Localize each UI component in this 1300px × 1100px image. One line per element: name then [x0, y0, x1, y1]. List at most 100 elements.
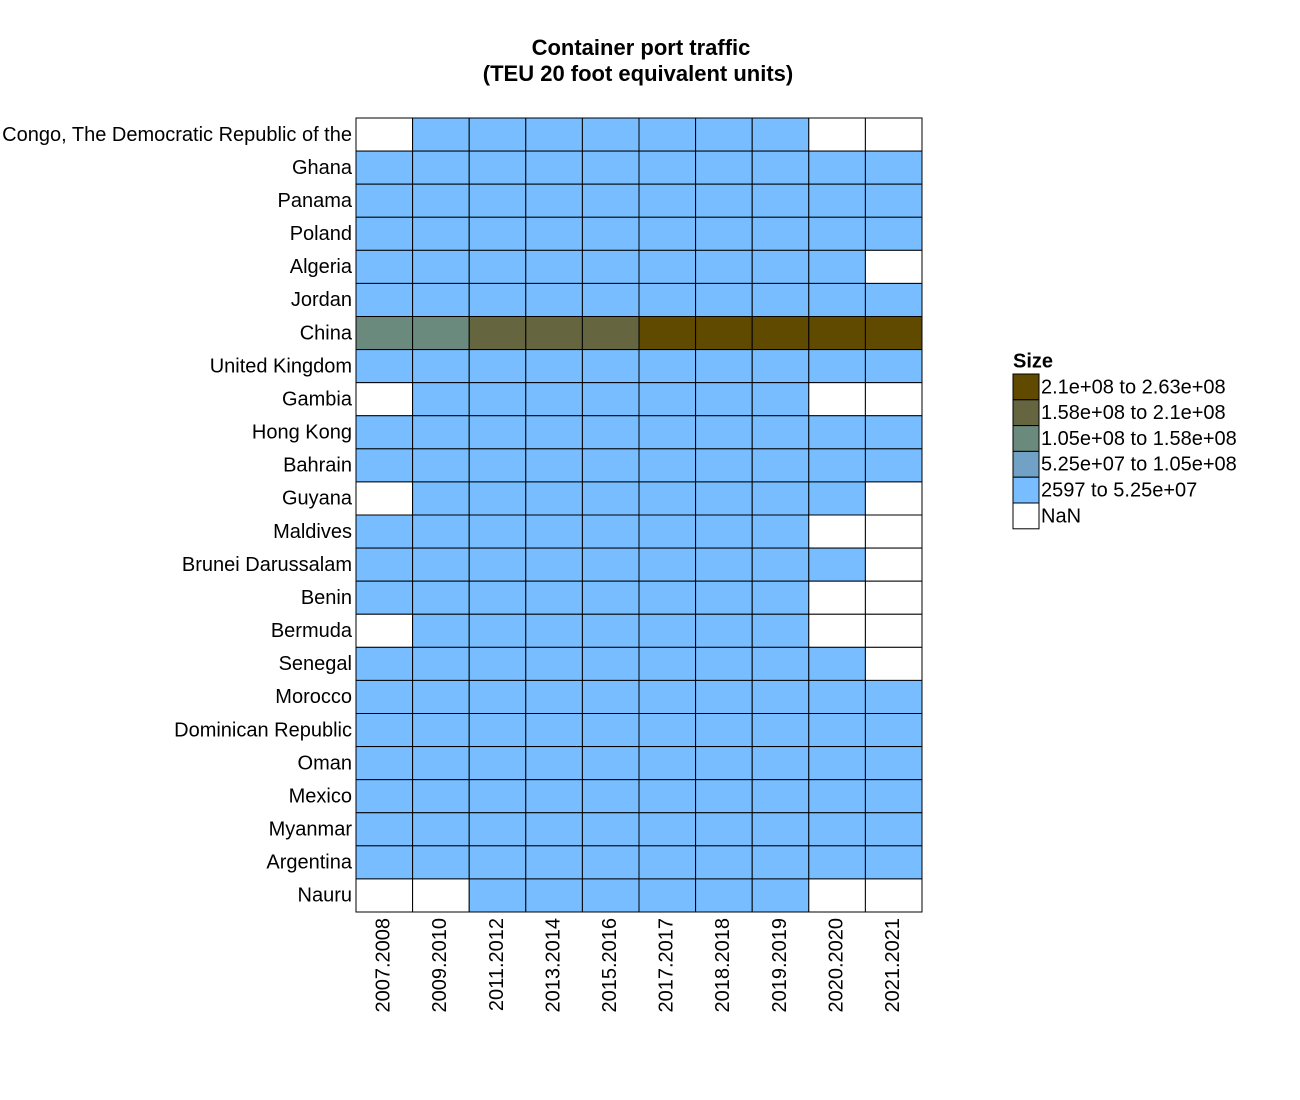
- heatmap-cell: [468, 878, 527, 913]
- heatmap-cell: [751, 150, 810, 185]
- heatmap-cell: [581, 547, 640, 582]
- heatmap-cell: [581, 282, 640, 317]
- y-tick-label: Brunei Darussalam: [182, 554, 352, 576]
- heatmap-cell: [638, 713, 697, 748]
- heatmap-cell: [468, 713, 527, 748]
- heatmap-cell: [808, 216, 866, 251]
- heatmap-cell: [638, 216, 697, 251]
- x-tick-label: 2013.2014: [542, 918, 564, 1013]
- heatmap-cell: [751, 316, 810, 351]
- heatmap-cell: [581, 613, 640, 648]
- heatmap-cell: [864, 249, 923, 284]
- heatmap-cell: [808, 448, 866, 483]
- heatmap-cell: [638, 282, 697, 317]
- heatmap-cell: [412, 580, 470, 615]
- heatmap-cell: [525, 646, 583, 681]
- heatmap-cell: [864, 382, 923, 417]
- heatmap-cell: [525, 117, 583, 152]
- heatmap-cell: [525, 216, 583, 251]
- heatmap-cell: [695, 415, 753, 450]
- heatmap-cell: [412, 514, 470, 549]
- heatmap-cell: [525, 481, 583, 516]
- heatmap-cell: [525, 415, 583, 450]
- heatmap-cell: [525, 547, 583, 582]
- heatmap-cell: [751, 746, 810, 781]
- heatmap-cell: [638, 878, 697, 913]
- heatmap-cell: [751, 514, 810, 549]
- heatmap-cell: [751, 845, 810, 880]
- heatmap-cell: [355, 481, 414, 516]
- heatmap-cell: [695, 812, 753, 847]
- heatmap-cell: [638, 249, 697, 284]
- heatmap-cell: [864, 845, 923, 880]
- heatmap-cell: [695, 878, 753, 913]
- heatmap-cell: [525, 282, 583, 317]
- y-tick-label: Maldives: [273, 521, 352, 543]
- heatmap-cell: [864, 117, 923, 152]
- legend-swatch: [1012, 450, 1040, 478]
- heatmap-cell: [864, 316, 923, 351]
- heatmap-cell: [638, 613, 697, 648]
- heatmap-cell: [638, 415, 697, 450]
- y-tick-label: Senegal: [279, 653, 352, 675]
- legend-label: 5.25e+07 to 1.05e+08: [1041, 454, 1237, 476]
- y-tick-label: Benin: [301, 587, 352, 609]
- heatmap-cell: [412, 448, 470, 483]
- heatmap-cell: [525, 779, 583, 814]
- heatmap-cell: [864, 746, 923, 781]
- heatmap-cell: [638, 812, 697, 847]
- y-tick-label: Dominican Republic: [174, 719, 352, 741]
- heatmap-cell: [638, 117, 697, 152]
- heatmap-cell: [581, 679, 640, 715]
- heatmap-cell: [638, 646, 697, 681]
- heatmap-cell: [751, 646, 810, 681]
- heatmap-cell: [525, 845, 583, 880]
- heatmap-cell: [468, 282, 527, 317]
- heatmap-cell: [468, 349, 527, 384]
- heatmap-cell: [638, 183, 697, 218]
- heatmap-cell: [751, 415, 810, 450]
- heatmap-cell: [468, 415, 527, 450]
- heatmap-cell: [355, 812, 414, 847]
- heatmap-cell: [751, 481, 810, 516]
- heatmap-cell: [468, 514, 527, 549]
- heatmap-cell: [468, 746, 527, 781]
- heatmap-cell: [468, 216, 527, 251]
- heatmap-cell: [638, 382, 697, 417]
- heatmap-cell: [695, 845, 753, 880]
- heatmap-cell: [412, 150, 470, 185]
- heatmap-cell: [751, 282, 810, 317]
- heatmap-cell: [355, 878, 414, 913]
- heatmap-cell: [695, 282, 753, 317]
- heatmap-cell: [695, 713, 753, 748]
- heatmap-cell: [412, 349, 470, 384]
- heatmap-cell: [412, 316, 470, 351]
- heatmap-cell: [808, 316, 866, 351]
- heatmap-cell: [864, 514, 923, 549]
- heatmap-cell: [412, 746, 470, 781]
- heatmap-cell: [808, 679, 866, 715]
- heatmap-cell: [864, 779, 923, 814]
- heatmap-cell: [864, 713, 923, 748]
- heatmap-cell: [808, 547, 866, 582]
- heatmap-cell: [525, 580, 583, 615]
- heatmap-cell: [751, 448, 810, 483]
- heatmap-cell: [864, 183, 923, 218]
- heatmap-cell: [695, 382, 753, 417]
- heatmap-cell: [864, 448, 923, 483]
- heatmap-cell: [695, 580, 753, 615]
- heatmap-cell: [581, 481, 640, 516]
- heatmap-cell: [808, 878, 866, 913]
- heatmap-cell: [695, 150, 753, 185]
- heatmap-cell: [468, 547, 527, 582]
- x-tick-label: 2015.2016: [599, 918, 621, 1013]
- heatmap-cell: [808, 746, 866, 781]
- x-tick-label: 2020.2020: [825, 918, 847, 1013]
- heatmap-cell: [468, 448, 527, 483]
- y-tick-label: China: [300, 322, 353, 344]
- heatmap-cell: [412, 646, 470, 681]
- heatmap-cell: [412, 183, 470, 218]
- heatmap-cell: [864, 150, 923, 185]
- heatmap-cell: [412, 415, 470, 450]
- heatmap-cell: [525, 613, 583, 648]
